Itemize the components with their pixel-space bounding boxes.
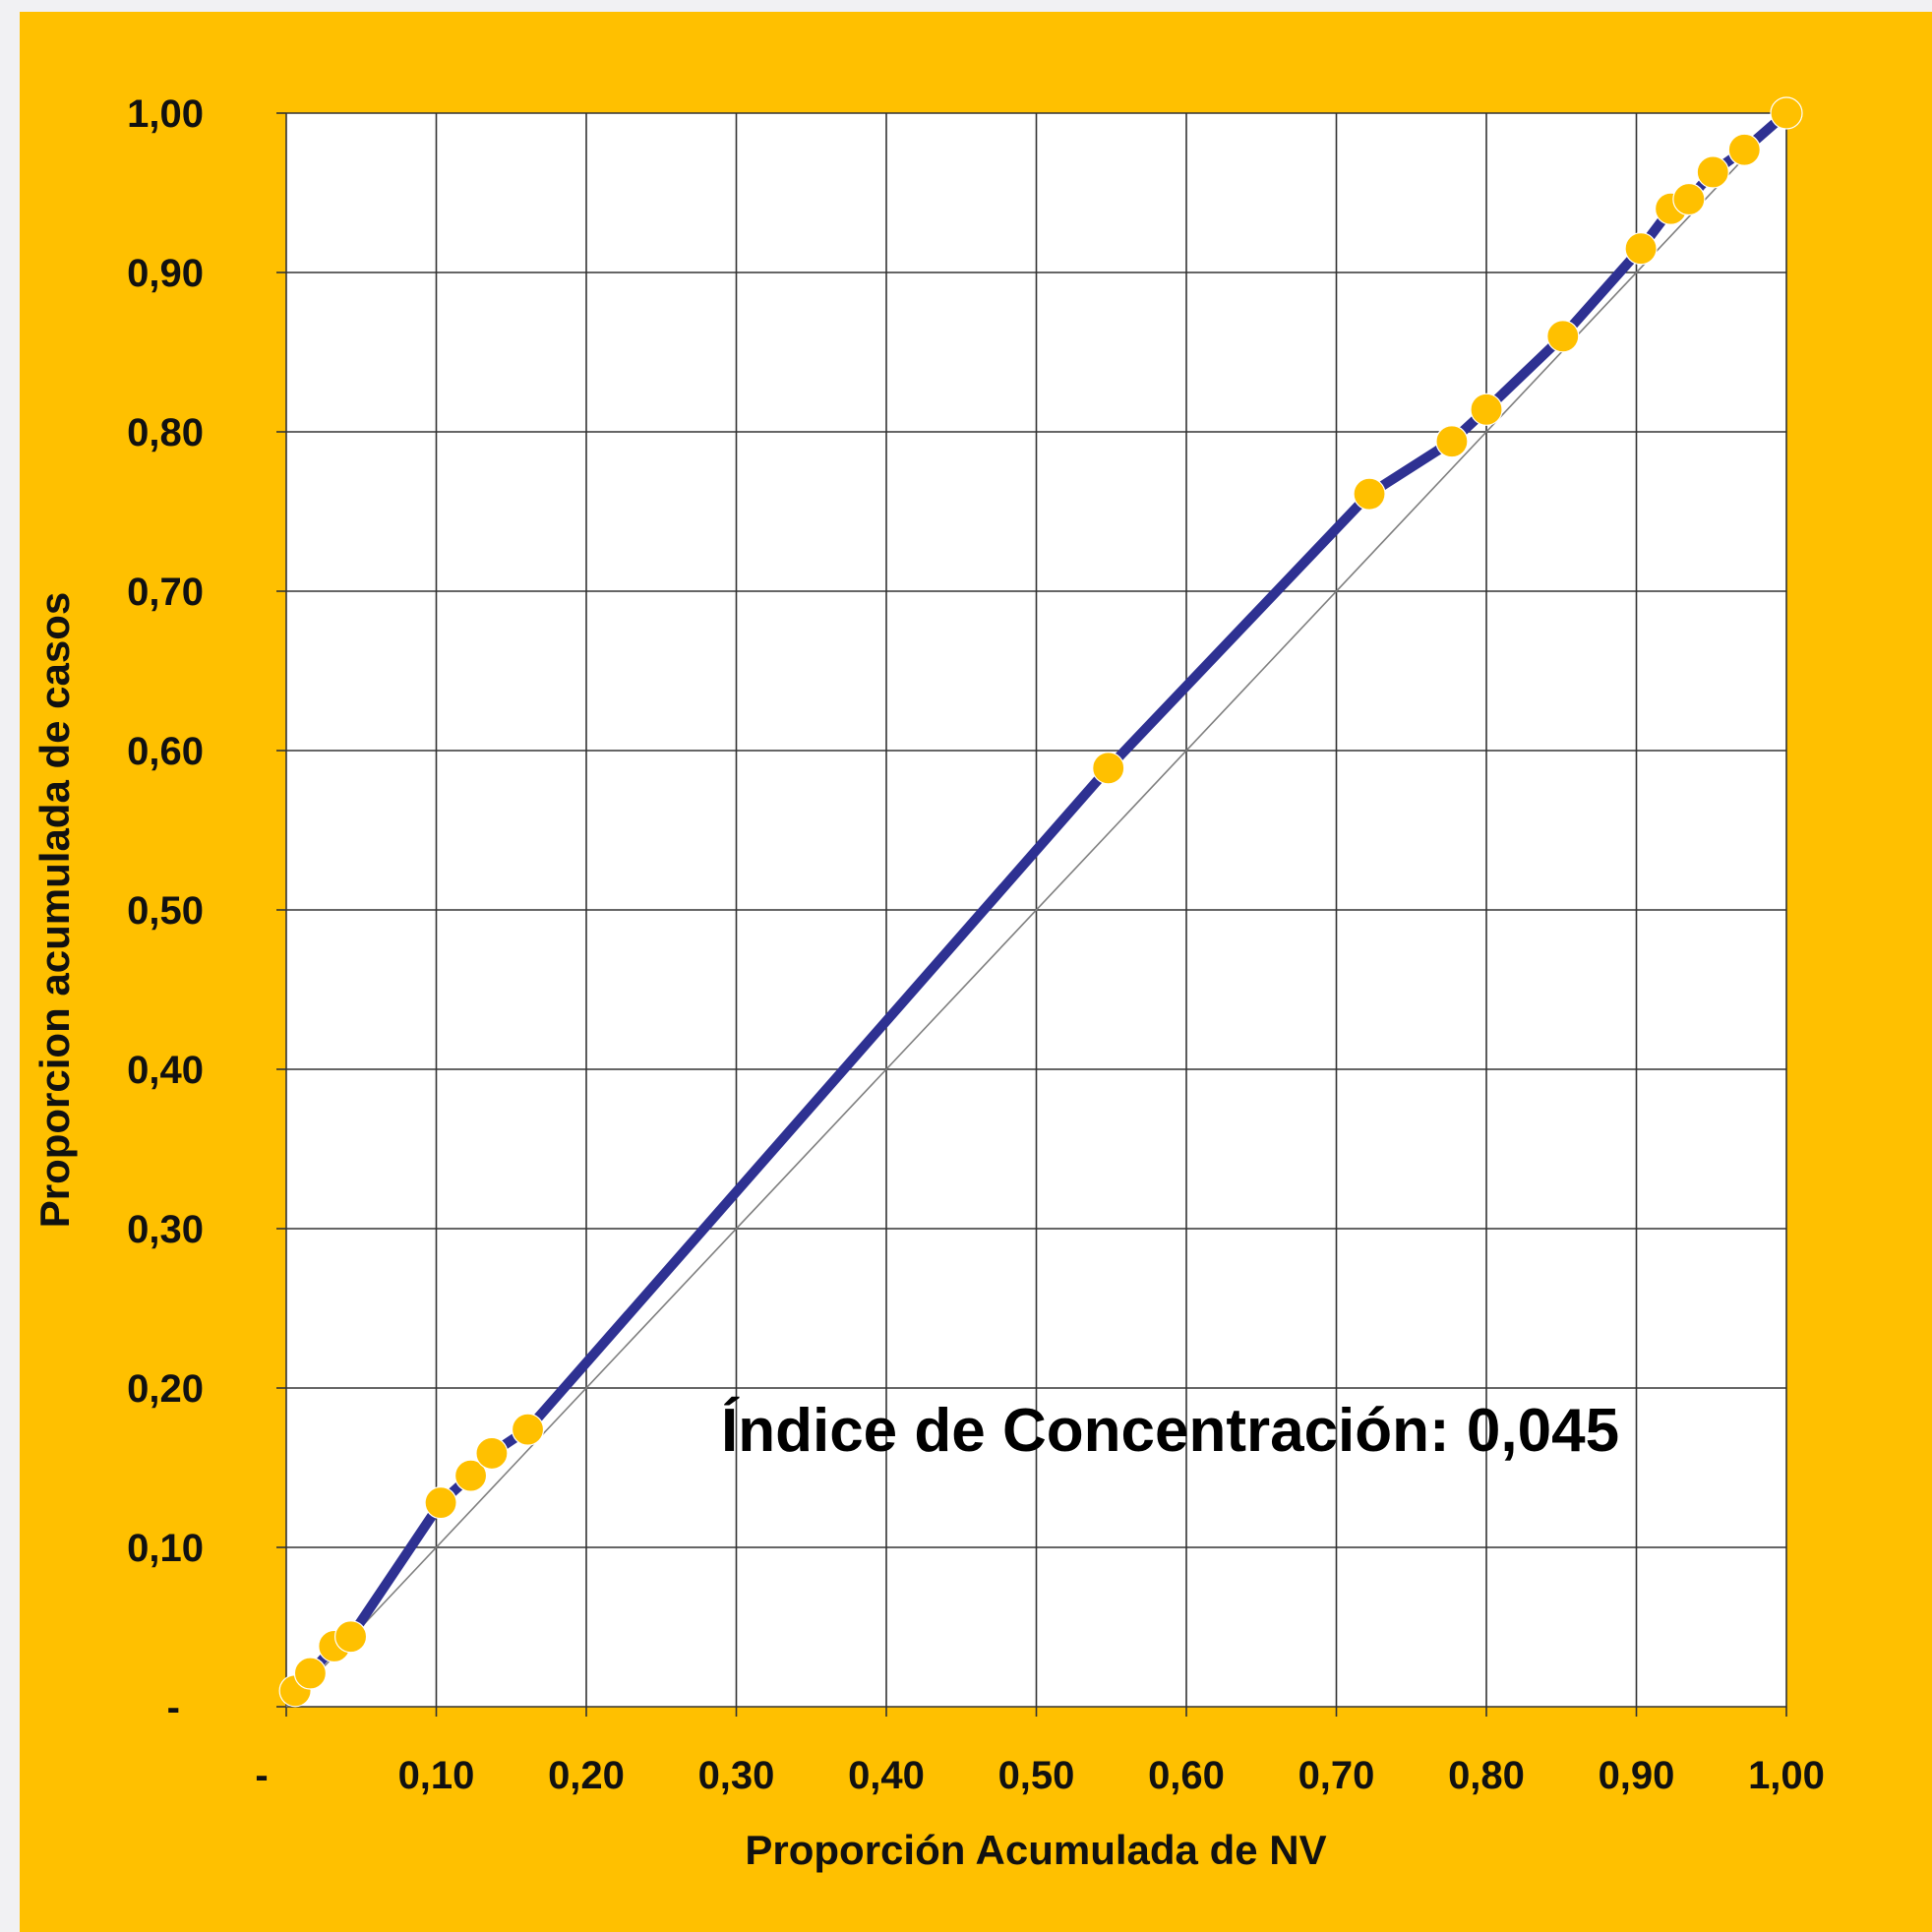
data-point-7 — [511, 1413, 545, 1446]
y-tick-label-4: 0,40 — [127, 1049, 204, 1092]
y-tick-label-6: 0,60 — [127, 730, 204, 773]
x-tick-label-10: 1,00 — [1748, 1754, 1825, 1797]
x-tick-label-1: 0,10 — [398, 1754, 475, 1797]
data-point-11 — [1470, 392, 1503, 426]
x-tick-label-6: 0,60 — [1148, 1754, 1225, 1797]
data-point-10 — [1435, 425, 1469, 458]
y-tick-label-9: 0,90 — [127, 252, 204, 295]
data-point-8 — [1092, 752, 1125, 785]
x-tick-label-8: 0,80 — [1448, 1754, 1525, 1797]
x-tick-label-4: 0,40 — [848, 1754, 925, 1797]
data-point-13 — [1624, 232, 1658, 266]
concentration-index-annotation: Índice de Concentración: 0,045 — [721, 1397, 1619, 1465]
x-tick-label-9: 0,90 — [1599, 1754, 1675, 1797]
x-tick-label-2: 0,20 — [548, 1754, 625, 1797]
data-point-17 — [1727, 133, 1761, 166]
x-tick-label-7: 0,70 — [1298, 1754, 1375, 1797]
data-point-16 — [1696, 155, 1729, 189]
data-point-5 — [453, 1459, 488, 1492]
x-axis-title: Proporción Acumulada de NV — [745, 1827, 1326, 1873]
data-point-18 — [1770, 96, 1803, 130]
data-point-12 — [1546, 320, 1580, 353]
y-tick-label-8: 0,80 — [127, 411, 204, 454]
data-point-9 — [1353, 477, 1386, 511]
data-point-6 — [475, 1436, 509, 1471]
grid-lines — [276, 112, 1787, 1717]
y-tick-label-10: 1,00 — [127, 92, 204, 136]
x-axis-ticks: - 0,10 0,20 0,30 0,40 0,50 0,60 0,70 0,80 0,90 1,0… — [255, 1754, 1825, 1797]
y-tick-label-0: - — [167, 1686, 180, 1729]
y-tick-label-1: 0,10 — [127, 1527, 204, 1570]
y-tick-label-3: 0,30 — [127, 1208, 204, 1251]
data-point-3 — [333, 1620, 368, 1654]
y-tick-label-2: 0,20 — [127, 1367, 204, 1411]
y-axis-ticks: - 0,10 0,20 0,30 0,40 0,50 0,60 0,70 0,80 0,90 1,0… — [127, 92, 204, 1729]
data-point-15 — [1672, 182, 1706, 216]
data-points — [278, 96, 1803, 1708]
y-tick-label-7: 0,70 — [127, 571, 204, 614]
y-tick-label-5: 0,50 — [127, 889, 204, 933]
x-tick-label-5: 0,50 — [998, 1754, 1075, 1797]
x-tick-label-0: - — [255, 1754, 268, 1797]
y-axis-title: Proporcion acumulada de casos — [31, 592, 78, 1229]
x-tick-label-3: 0,30 — [698, 1754, 775, 1797]
data-point-4 — [424, 1486, 457, 1520]
data-point-1 — [293, 1657, 327, 1690]
